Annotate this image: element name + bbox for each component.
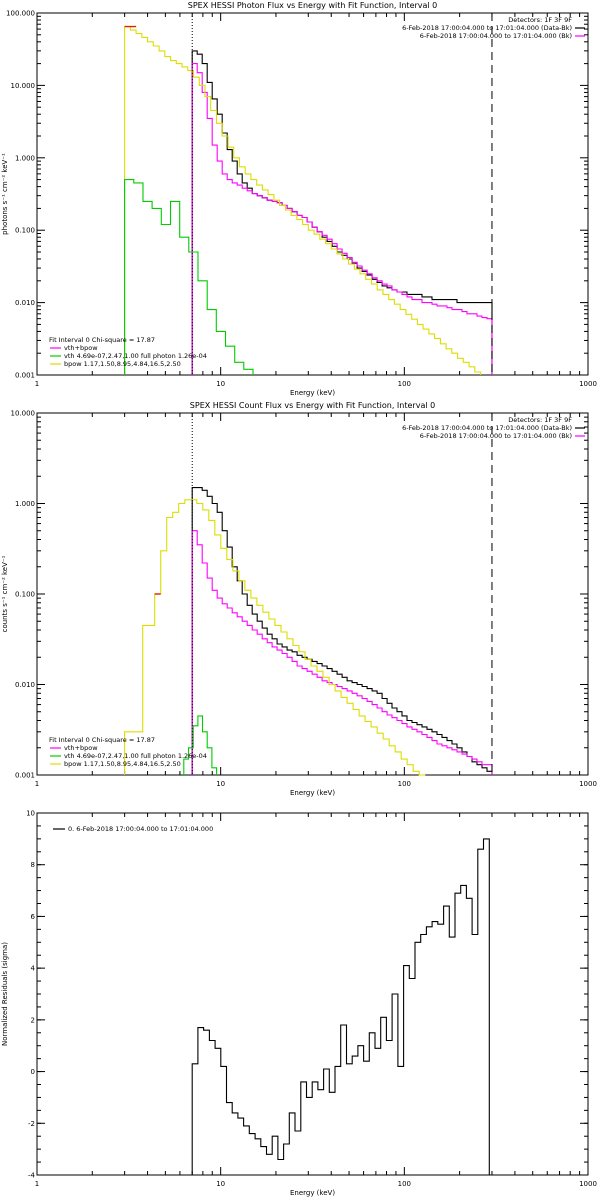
y-tick-label: 10.000 — [11, 410, 36, 418]
x-tick-label: 1000 — [579, 1180, 597, 1188]
chart-title: SPEX HESSI Count Flux vs Energy with Fit… — [190, 401, 435, 410]
y-tick-label: 10 — [26, 810, 35, 818]
series-total — [191, 63, 493, 375]
legend-entry: 6-Feb-2018 17:00:04.000 to 17:01:04.000 … — [402, 424, 572, 432]
fit-legend-entry: vth+bpow — [64, 344, 98, 352]
y-tick-label: 0.001 — [15, 372, 35, 380]
y-tick-label: 6 — [31, 913, 36, 921]
y-tick-label: 0.001 — [15, 772, 35, 780]
y-tick-label: 0.100 — [15, 227, 35, 235]
x-tick-label: 1 — [35, 380, 39, 388]
y-tick-label: 2 — [31, 1016, 35, 1024]
x-axis-label: Energy (keV) — [290, 1189, 335, 1197]
fit-legend-entry: vth 4.69e-07,2.47,1.00 full photon 1.26e… — [64, 352, 207, 360]
fit-legend-entry: Fit Interval 0 Chi-square = 17.87 — [49, 336, 155, 344]
x-tick-label: 1000 — [579, 380, 597, 388]
series-vth — [183, 715, 218, 775]
chart-title: SPEX HESSI Photon Flux vs Energy with Fi… — [188, 1, 438, 10]
y-tick-label: -2 — [28, 1120, 35, 1128]
x-tick-label: 100 — [398, 780, 411, 788]
series-residuals — [191, 838, 490, 1175]
y-axis-label: photons s⁻¹ cm⁻² keV⁻¹ — [1, 153, 9, 235]
y-tick-label: 1.000 — [15, 154, 35, 162]
series-bpow — [124, 25, 482, 375]
x-tick-label: 10 — [216, 1180, 225, 1188]
legend-entry: 0. 6-Feb-2018 17:00:04.000 to 17:01:04.0… — [68, 825, 213, 833]
y-tick-label: 0.010 — [15, 681, 35, 689]
legend-entry: 6-Feb-2018 17:00:04.000 to 17:01:04.000 … — [420, 32, 572, 40]
fit-legend-entry: vth+bpow — [64, 744, 98, 752]
plot-frame — [36, 812, 589, 1176]
series-data — [191, 50, 493, 375]
x-tick-label: 10 — [216, 780, 225, 788]
chart-1: SPEX HESSI Count Flux vs Energy with Fit… — [1, 401, 597, 797]
legend-entry: Detectors: 1F 3F 9F — [508, 16, 572, 24]
legend-entry: 6-Feb-2018 17:00:04.000 to 17:01:04.000 … — [420, 432, 572, 440]
series-data — [191, 487, 493, 775]
y-tick-label: 10.000 — [11, 82, 36, 90]
x-tick-label: 100 — [398, 380, 411, 388]
y-tick-label: 1.000 — [15, 500, 35, 508]
x-tick-label: 1 — [35, 1180, 39, 1188]
y-tick-label: -4 — [28, 1172, 36, 1180]
plot-frame — [36, 412, 589, 776]
fit-legend-entry: bpow 1.17,1.50,8.95,4.84,16.5,2.50 — [64, 760, 181, 768]
x-axis-label: Energy (keV) — [290, 789, 335, 797]
series-vth — [124, 179, 254, 375]
fit-legend-entry: vth 4.69e-07,2.47,1.00 full photon 1.26e… — [64, 752, 207, 760]
plot-frame — [36, 12, 589, 376]
chart-0: SPEX HESSI Photon Flux vs Energy with Fi… — [1, 1, 597, 397]
chart-2: 1 10 100 1000 Energy (keV) -4 -2 0 2 4 6 8 10 Normali… — [1, 810, 597, 1198]
x-tick-label: 100 — [398, 1180, 411, 1188]
fit-legend-entry: Fit Interval 0 Chi-square = 17.87 — [49, 736, 155, 744]
series-bpow — [124, 499, 426, 776]
y-axis-label: counts s⁻¹ cm⁻² keV⁻¹ — [1, 555, 9, 632]
x-axis-label: Energy (keV) — [290, 389, 335, 397]
x-tick-label: 1 — [35, 780, 39, 788]
y-axis-label: Normalized Residuals (sigma) — [1, 942, 9, 1046]
y-tick-label: 4 — [31, 965, 36, 973]
series-total — [191, 530, 493, 775]
y-tick-label: 0.100 — [15, 591, 35, 599]
legend-entry: Detectors: 1F 3F 9F — [508, 416, 572, 424]
y-tick-label: 0 — [31, 1068, 35, 1076]
legend-entry: 6-Feb-2018 17:00:04.000 to 17:01:04.000 … — [402, 24, 572, 32]
y-tick-label: 8 — [31, 861, 35, 869]
x-tick-label: 1000 — [579, 780, 597, 788]
fit-legend-entry: bpow 1.17,1.50,8.95,4.84,16.5,2.50 — [64, 360, 181, 368]
y-tick-label: 0.010 — [15, 299, 35, 307]
x-tick-label: 10 — [216, 380, 225, 388]
y-tick-label: 100.000 — [6, 10, 35, 18]
